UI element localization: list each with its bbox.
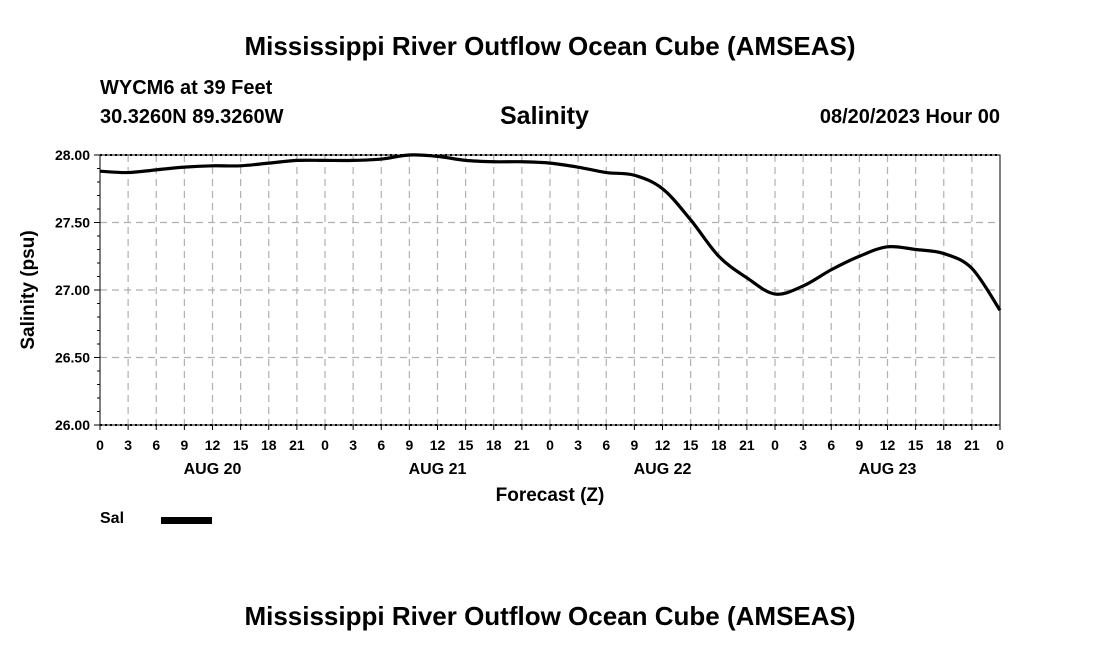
x-tick-label: 12 [205, 437, 221, 453]
x-tick-label: 18 [936, 437, 952, 453]
x-tick-label: 0 [771, 437, 779, 453]
x-tick-label: 6 [602, 437, 610, 453]
chart-title: Mississippi River Outflow Ocean Cube (AM… [244, 31, 856, 61]
x-tick-label: 15 [908, 437, 924, 453]
x-tick-label: 15 [458, 437, 474, 453]
station-label: WYCM6 at 39 Feet [100, 77, 273, 99]
coordinates-label: 30.3260N 89.3260W [100, 106, 284, 128]
day-label: AUG 21 [409, 461, 467, 478]
x-tick-label: 6 [827, 437, 835, 453]
x-tick-label: 6 [377, 437, 385, 453]
x-tick-label: 9 [855, 437, 863, 453]
x-tick-label: 0 [96, 437, 104, 453]
x-tick-label: 21 [739, 437, 755, 453]
x-tick-label: 6 [152, 437, 160, 453]
x-tick-label: 3 [799, 437, 807, 453]
footer-title: Mississippi River Outflow Ocean Cube (AM… [244, 601, 856, 631]
x-tick-label: 9 [180, 437, 188, 453]
y-axis-label: Salinity (psu) [18, 230, 39, 349]
y-tick-label: 26.00 [55, 417, 90, 433]
day-label: AUG 22 [634, 461, 692, 478]
y-tick-label: 28.00 [55, 147, 90, 163]
x-tick-label: 18 [711, 437, 727, 453]
x-tick-label: 3 [349, 437, 357, 453]
y-tick-label: 27.50 [55, 215, 90, 231]
x-tick-label: 9 [630, 437, 638, 453]
x-axis-label: Forecast (Z) [496, 485, 605, 506]
day-label: AUG 23 [859, 461, 917, 478]
x-tick-label: 0 [996, 437, 1004, 453]
x-tick-label: 12 [430, 437, 446, 453]
day-label: AUG 20 [184, 461, 242, 478]
x-tick-label: 15 [683, 437, 699, 453]
x-tick-label: 18 [261, 437, 277, 453]
y-tick-label: 26.50 [55, 350, 90, 366]
x-tick-label: 18 [486, 437, 502, 453]
x-tick-label: 9 [405, 437, 413, 453]
x-tick-label: 21 [514, 437, 530, 453]
x-tick-label: 3 [574, 437, 582, 453]
x-tick-label: 15 [233, 437, 249, 453]
x-tick-label: 12 [880, 437, 896, 453]
x-tick-label: 21 [964, 437, 980, 453]
axes: 26.00 26.50 27.00 27.50 28.00 0 3 6 9 12 15 18 21 0 3 6… [55, 147, 1004, 478]
variable-title: Salinity [500, 102, 589, 130]
legend-line-swatch [161, 517, 212, 524]
y-tick-label: 27.00 [55, 282, 90, 298]
x-tick-label: 3 [124, 437, 132, 453]
series-line-sal [99, 153, 1002, 312]
x-tick-label: 0 [546, 437, 554, 453]
grid [100, 155, 1000, 425]
datetime-label: 08/20/2023 Hour 00 [819, 106, 1000, 128]
series-layer [99, 153, 1002, 312]
x-tick-label: 12 [655, 437, 671, 453]
legend-label: Sal [100, 510, 125, 527]
x-tick-label: 21 [289, 437, 305, 453]
x-tick-label: 0 [321, 437, 329, 453]
